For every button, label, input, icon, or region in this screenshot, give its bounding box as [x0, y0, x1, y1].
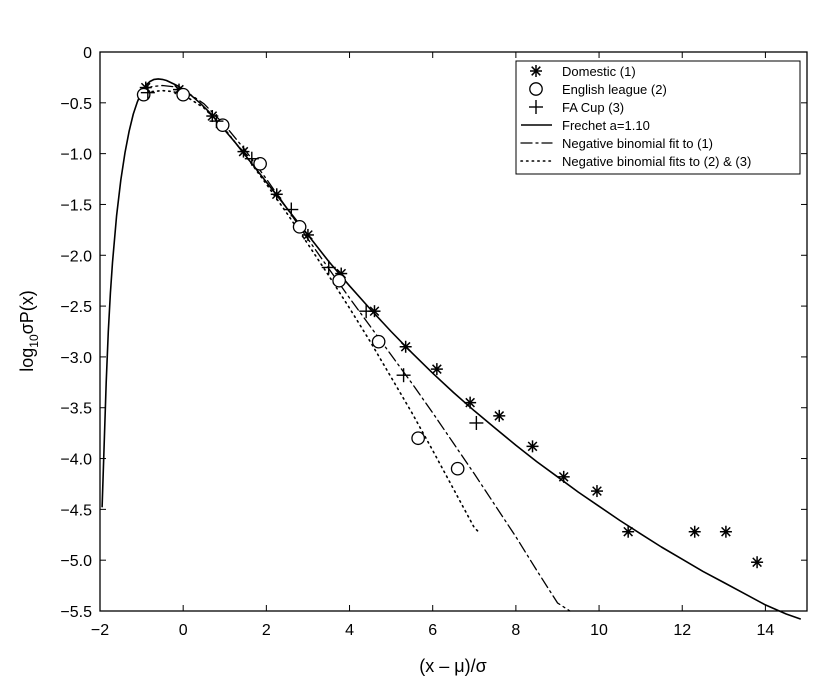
point-domestic-1: [526, 440, 539, 453]
y-tick-label: −3.5: [60, 401, 92, 418]
point-fa-cup-3: [359, 304, 374, 319]
point-fa-cup-3: [284, 202, 299, 217]
point-domestic-1: [751, 556, 764, 569]
legend: Domestic (1) English league (2) FA Cup (…: [515, 60, 801, 175]
point-domestic-1: [622, 525, 635, 538]
x-axis-label: (x – μ)/σ: [419, 656, 486, 676]
point-domestic-1: [464, 396, 477, 409]
y-tick-label: −3.0: [60, 350, 92, 367]
point-domestic-1: [719, 525, 732, 538]
legend-label-negbin-1: Negative binomial fit to (1): [562, 136, 713, 151]
x-tick-label: 14: [757, 622, 775, 639]
point-english-league-2: [411, 431, 425, 446]
point-domestic-1: [493, 409, 506, 422]
series-line-frechet-a-1-10: [101, 78, 802, 620]
y-tick-label: −1.0: [60, 147, 92, 164]
y-axis-label-subscript: 10: [27, 334, 41, 348]
point-fa-cup-3: [469, 415, 484, 430]
x-tick-label: 6: [428, 622, 437, 639]
series-line-negative-binomial-fit-to-1: [140, 84, 571, 612]
y-axis-label-main: log: [17, 348, 37, 372]
point-english-league-2: [332, 273, 346, 288]
y-tick-label: −5.0: [60, 553, 92, 570]
point-domestic-1: [590, 485, 603, 498]
y-tick-label: −1.5: [60, 197, 92, 214]
y-tick-label: −0.5: [60, 96, 92, 113]
point-fa-cup-3: [140, 85, 155, 100]
point-domestic-1: [237, 145, 250, 158]
point-english-league-2: [176, 87, 191, 102]
y-tick-label: −2.0: [60, 248, 92, 265]
x-tick-label: 4: [345, 622, 354, 639]
legend-label-fa-cup: FA Cup (3): [562, 100, 624, 115]
legend-marker-domestic-1: [530, 65, 542, 77]
point-fa-cup-3: [396, 368, 411, 383]
legend-marker-fa-cup-3: [529, 100, 543, 114]
y-tick-label: −4.0: [60, 452, 92, 469]
legend-label-domestic: Domestic (1): [562, 64, 636, 79]
legend-samples: [520, 65, 553, 162]
series-layer: [101, 78, 802, 620]
point-english-league-2: [292, 219, 307, 234]
point-english-league-2: [450, 461, 465, 476]
legend-label-english-league: English league (2): [562, 82, 667, 97]
legend-marker-english-league-2: [529, 82, 543, 96]
point-fa-cup-3: [321, 260, 336, 275]
tick-layer: −2 0 2 4 6 8 10 12 14 0 −0.5 −1.0 −1.5 −2.0 −2.5 −3.0 −3…: [60, 45, 807, 639]
point-domestic-1: [270, 188, 283, 201]
point-domestic-1: [399, 340, 412, 353]
legend-label-negbin-2-3: Negative binomial fits to (2) & (3): [562, 154, 751, 169]
point-domestic-1: [301, 228, 314, 241]
point-english-league-2: [136, 87, 151, 102]
x-tick-label: 10: [590, 622, 608, 639]
y-tick-label: 0: [83, 45, 92, 62]
y-axis-label-tail: σP(x): [17, 290, 37, 334]
y-tick-label: −4.5: [60, 502, 92, 519]
point-english-league-2: [371, 334, 386, 349]
legend-box: [515, 60, 801, 175]
x-tick-label: 12: [673, 622, 691, 639]
x-tick-label: 8: [511, 622, 520, 639]
point-english-league-2: [253, 156, 267, 171]
series-line-negative-binomial-fits-to-2-3: [140, 89, 480, 533]
point-domestic-1: [430, 363, 443, 376]
point-fa-cup-3: [209, 114, 224, 129]
x-tick-label: −2: [91, 622, 109, 639]
point-domestic-1: [368, 305, 381, 318]
point-domestic-1: [688, 525, 701, 538]
x-tick-label: 2: [262, 622, 271, 639]
y-tick-label: −5.5: [60, 604, 92, 621]
point-domestic-1: [557, 470, 570, 483]
y-tick-label: −2.5: [60, 299, 92, 316]
x-tick-label: 0: [179, 622, 188, 639]
point-fa-cup-3: [244, 151, 259, 166]
y-axis-label: log10σP(x): [17, 290, 41, 372]
legend-label-frechet: Frechet a=1.10: [562, 118, 650, 133]
